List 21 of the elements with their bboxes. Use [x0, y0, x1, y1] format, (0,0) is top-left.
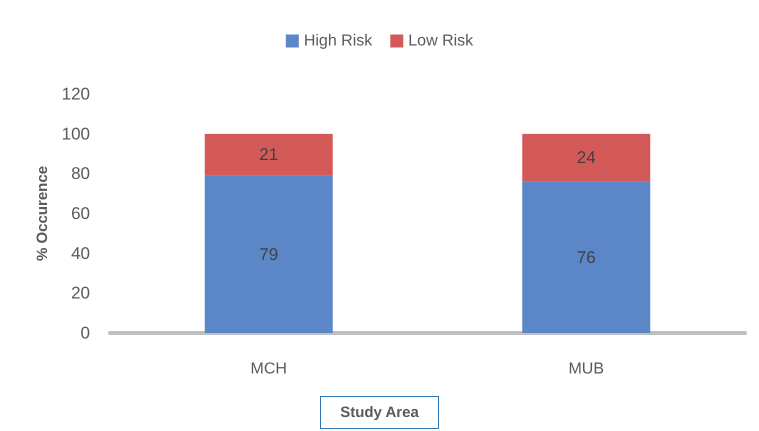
- bar: [522, 134, 650, 182]
- data-label: 21: [259, 145, 278, 164]
- y-tick-label: 120: [62, 84, 90, 104]
- bar: [204, 176, 333, 333]
- data-label: 24: [576, 148, 596, 168]
- x-axis-title: Study Area: [340, 404, 420, 421]
- legend-label: Low Risk: [408, 32, 474, 50]
- bar: [204, 134, 333, 176]
- x-tick-label: MCH: [250, 360, 287, 378]
- y-tick-label: 80: [71, 164, 90, 184]
- x-tick-label: MUB: [568, 360, 604, 378]
- y-tick-label: 100: [62, 124, 90, 144]
- y-tick-label: 60: [71, 204, 90, 223]
- y-tick-label: 40: [71, 244, 90, 263]
- legend-label: High Risk: [304, 32, 374, 50]
- y-tick-label: 0: [80, 324, 90, 342]
- bar: [522, 182, 650, 333]
- y-axis-title: % Occurence: [34, 166, 51, 262]
- data-label: 76: [576, 248, 596, 267]
- data-label: 79: [259, 244, 278, 264]
- y-tick-label: 20: [71, 284, 90, 303]
